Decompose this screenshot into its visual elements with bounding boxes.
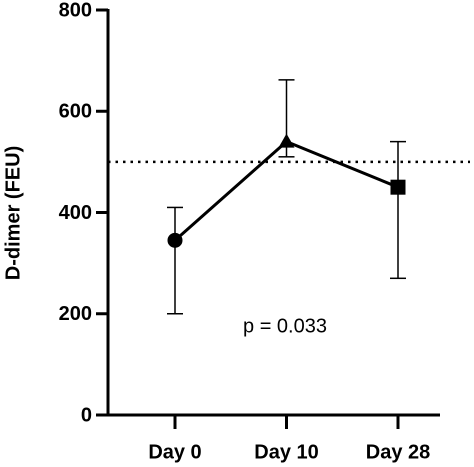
marker: [278, 133, 295, 148]
y-tick-label: 200: [59, 303, 92, 325]
x-tick-label: Day 28: [366, 441, 431, 463]
y-tick-label: 800: [59, 0, 92, 21]
x-tick-label: Day 10: [254, 441, 319, 463]
annotation: p = 0.033: [243, 315, 327, 337]
y-axis-label: D-dimer (FEU): [2, 146, 24, 280]
x-tick-label: Day 0: [148, 441, 201, 463]
marker: [167, 232, 183, 248]
error-bar: [167, 206, 183, 315]
marker: [390, 179, 406, 195]
error-bar: [390, 140, 406, 280]
y-tick-label: 600: [59, 101, 92, 123]
y-tick-label: 400: [59, 202, 92, 224]
y-tick-label: 0: [81, 404, 92, 426]
